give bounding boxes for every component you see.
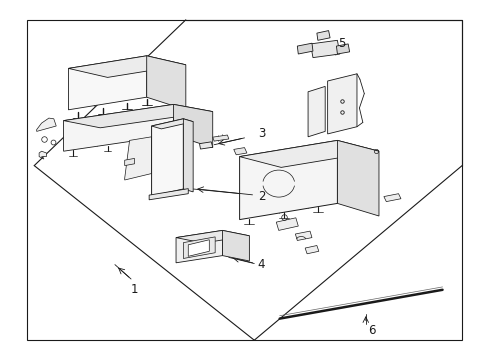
Polygon shape bbox=[183, 237, 215, 258]
Polygon shape bbox=[176, 230, 249, 243]
Polygon shape bbox=[176, 230, 222, 263]
Polygon shape bbox=[124, 137, 151, 180]
Polygon shape bbox=[316, 31, 329, 40]
Polygon shape bbox=[222, 230, 249, 261]
Polygon shape bbox=[233, 148, 246, 155]
Polygon shape bbox=[336, 44, 349, 54]
Polygon shape bbox=[63, 104, 212, 128]
Polygon shape bbox=[124, 158, 134, 166]
Polygon shape bbox=[295, 231, 311, 240]
Polygon shape bbox=[183, 119, 193, 192]
Polygon shape bbox=[173, 104, 212, 148]
Polygon shape bbox=[37, 118, 56, 131]
Text: 3: 3 bbox=[257, 127, 265, 140]
Polygon shape bbox=[310, 40, 339, 58]
Polygon shape bbox=[307, 86, 325, 137]
Polygon shape bbox=[151, 119, 193, 129]
Polygon shape bbox=[337, 140, 378, 216]
Polygon shape bbox=[151, 119, 183, 196]
Polygon shape bbox=[305, 246, 318, 254]
Polygon shape bbox=[199, 142, 212, 149]
Text: 5: 5 bbox=[338, 37, 346, 50]
Polygon shape bbox=[68, 56, 146, 110]
Polygon shape bbox=[276, 218, 298, 230]
Polygon shape bbox=[212, 135, 228, 141]
Polygon shape bbox=[239, 140, 378, 167]
Polygon shape bbox=[188, 240, 209, 256]
Polygon shape bbox=[149, 189, 188, 200]
Polygon shape bbox=[68, 56, 185, 77]
Text: 4: 4 bbox=[257, 258, 265, 271]
Text: 2: 2 bbox=[257, 190, 265, 203]
Text: 1: 1 bbox=[130, 283, 138, 296]
Polygon shape bbox=[63, 104, 173, 151]
Polygon shape bbox=[39, 151, 46, 159]
Text: 6: 6 bbox=[367, 324, 375, 337]
Polygon shape bbox=[383, 194, 400, 202]
Polygon shape bbox=[27, 20, 461, 340]
Polygon shape bbox=[297, 43, 312, 54]
Polygon shape bbox=[239, 140, 337, 220]
Polygon shape bbox=[327, 74, 356, 134]
Polygon shape bbox=[146, 56, 185, 110]
